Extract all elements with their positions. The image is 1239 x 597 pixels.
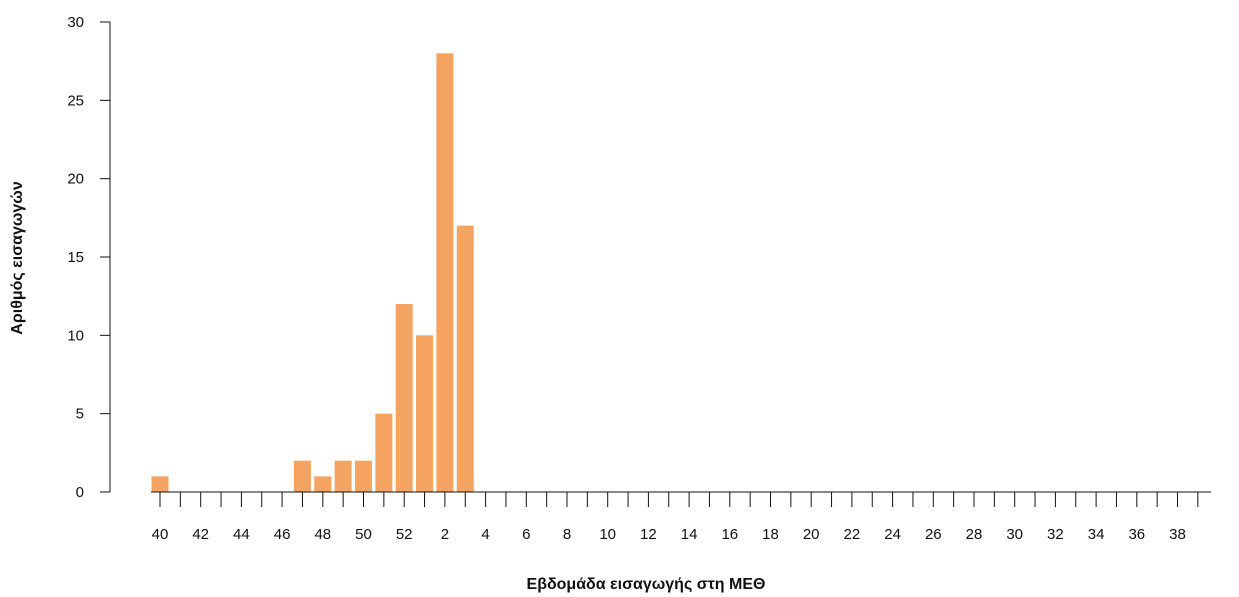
bar <box>456 225 474 492</box>
x-tick-label: 6 <box>522 526 530 543</box>
x-tick-label: 42 <box>192 526 209 543</box>
x-tick-label: 38 <box>1169 526 1186 543</box>
x-tick-label: 22 <box>844 526 861 543</box>
bar <box>334 460 352 492</box>
x-tick-label: 8 <box>563 526 571 543</box>
x-tick-label: 46 <box>274 526 291 543</box>
y-tick-label: 10 <box>67 327 84 344</box>
x-axis: 40 42 44 46 48 50 52 2 4 6 8 10 12 14 16 18 20 22 24 26 28 30… <box>151 491 1211 543</box>
x-tick-label: 16 <box>721 526 738 543</box>
x-tick-label: 10 <box>599 526 616 543</box>
bar <box>355 460 372 492</box>
y-tick-label: 15 <box>67 249 84 266</box>
x-tick-label: 44 <box>233 526 250 543</box>
bar <box>395 304 413 492</box>
x-tick-label: 14 <box>681 526 698 543</box>
bar <box>436 53 454 492</box>
y-tick-label: 25 <box>67 92 84 109</box>
y-axis: 0 5 10 15 20 25 30 <box>67 14 111 501</box>
x-tick-label: 28 <box>966 526 983 543</box>
x-axis-title: Εβδομάδα εισαγωγής στη ΜΕΘ <box>527 576 766 593</box>
bar <box>151 476 169 492</box>
x-tick-label: 40 <box>152 526 169 543</box>
y-tick-label: 30 <box>67 14 84 31</box>
x-tick-label: 18 <box>762 526 779 543</box>
x-tick-label: 26 <box>925 526 942 543</box>
bar <box>416 335 434 492</box>
bar <box>375 413 393 492</box>
x-tick-label: 34 <box>1088 526 1105 543</box>
y-axis-title: Αριθμός εισαγωγών <box>9 181 26 335</box>
x-tick-label: 30 <box>1006 526 1023 543</box>
x-tick-label: 2 <box>441 526 449 543</box>
y-tick-label: 5 <box>76 406 84 423</box>
x-tick-label: 20 <box>803 526 820 543</box>
x-tick-label: 36 <box>1128 526 1145 543</box>
y-tick-label: 20 <box>67 171 84 188</box>
x-tick-label: 12 <box>640 526 657 543</box>
y-tick-label: 0 <box>76 484 84 501</box>
bar <box>293 460 311 492</box>
x-tick-label: 50 <box>355 526 372 543</box>
x-tick-label: 24 <box>884 526 901 543</box>
bar <box>314 476 332 492</box>
x-tick-label: 52 <box>396 526 413 543</box>
x-tick-label: 4 <box>481 526 489 543</box>
x-tick-label: 48 <box>314 526 331 543</box>
x-tick-label: 32 <box>1047 526 1064 543</box>
bars-group <box>151 53 474 492</box>
